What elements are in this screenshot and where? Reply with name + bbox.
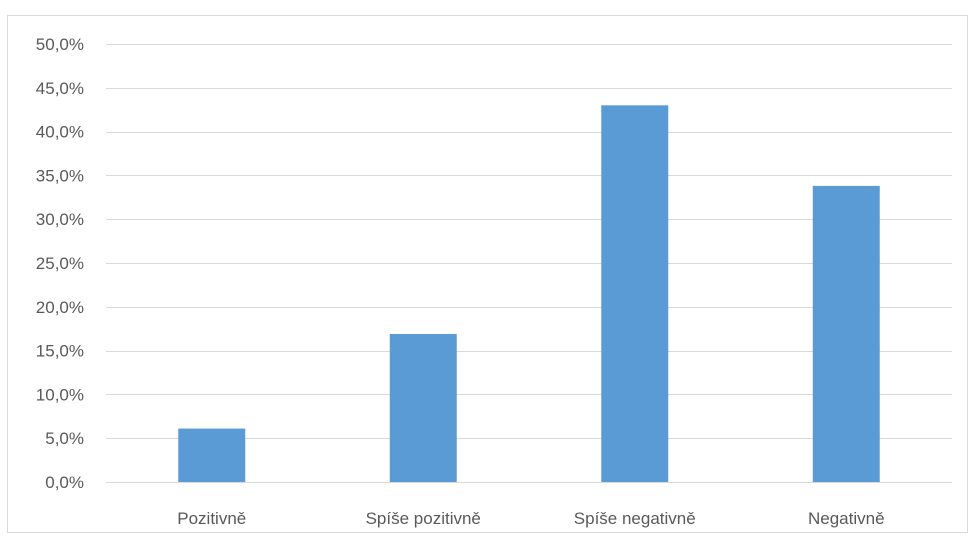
chart-frame [7,15,968,533]
bar-2 [389,333,457,482]
bar-1 [178,428,246,482]
y-tick-label: 45,0% [36,79,84,98]
y-tick-label: 10,0% [36,385,84,404]
bar-4 [812,185,880,483]
y-tick-label: 0,0% [45,473,84,492]
bar-3 [601,105,669,482]
y-tick-label: 15,0% [36,342,84,361]
y-tick-label: 20,0% [36,298,84,317]
x-category-label: Spíše pozitivně [366,509,481,528]
y-tick-label: 5,0% [45,429,84,448]
bars [178,105,880,483]
y-tick-label: 35,0% [36,166,84,185]
category-labels: Pozitivně Spíše pozitivně Spíše negativně N… [177,509,884,528]
y-axis-tick-labels: 0,0% 5,0% 10,0% 15,0% 20,0% 25,0% 30,0% 35,0% 40… [36,35,84,492]
y-tick-label: 40,0% [36,123,84,142]
y-tick-label: 30,0% [36,210,84,229]
y-tick-label: 25,0% [36,254,84,273]
y-tick-label: 50,0% [36,35,84,54]
x-category-label: Negativně [808,509,885,528]
gridlines [106,44,952,439]
x-category-label: Pozitivně [177,509,246,528]
x-category-label: Spíše negativně [574,509,696,528]
